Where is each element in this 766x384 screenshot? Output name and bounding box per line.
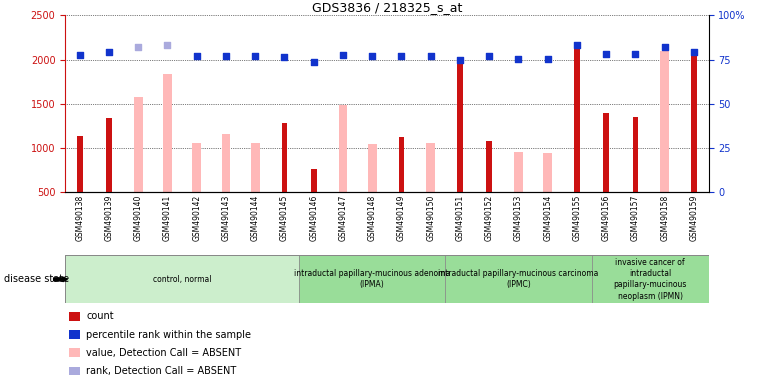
Bar [368,144,377,192]
Text: invasive cancer of
intraductal
papillary-mucinous
neoplasm (IPMN): invasive cancer of intraductal papillary… [614,258,687,301]
Bar [486,141,492,192]
Bar [134,97,142,192]
Point [162,41,174,48]
Text: rank, Detection Call = ABSENT: rank, Detection Call = ABSENT [86,366,237,376]
Bar [574,45,580,192]
Bar [660,51,669,192]
Point [74,52,86,58]
Text: percentile rank within the sample: percentile rank within the sample [86,329,251,339]
Point [688,48,700,55]
Text: value, Detection Call = ABSENT: value, Detection Call = ABSENT [86,348,241,358]
Point [571,41,583,48]
Bar [192,142,201,192]
Point [542,56,554,62]
Bar [69,330,80,339]
Bar [106,118,112,192]
Title: GDS3836 / 218325_s_at: GDS3836 / 218325_s_at [312,1,462,14]
Point [132,44,144,50]
Bar [282,122,287,192]
Bar [65,255,299,303]
Point [337,52,349,58]
Text: disease state: disease state [4,274,69,285]
Point [453,56,466,63]
Point [395,53,408,59]
Bar [163,74,172,192]
Bar [250,142,260,192]
Bar [514,152,523,192]
Point [308,59,320,65]
Point [483,53,496,59]
Bar [77,136,83,192]
Point [366,53,378,59]
Bar [457,59,463,192]
Bar [221,134,231,192]
Text: count: count [86,311,114,321]
Text: intraductal papillary-mucinous carcinoma
(IPMC): intraductal papillary-mucinous carcinoma… [438,269,599,290]
Point [512,56,525,62]
Bar [299,255,445,303]
Point [600,51,612,57]
Bar [633,117,638,192]
Bar [69,312,80,321]
Bar [398,137,404,192]
Point [630,51,642,57]
Text: intraductal papillary-mucinous adenoma
(IPMA): intraductal papillary-mucinous adenoma (… [294,269,450,290]
Bar [543,153,552,192]
Point [659,44,671,50]
Bar [311,169,316,192]
Point [424,53,437,59]
Bar [691,51,697,192]
Point [191,53,203,59]
Point [278,54,290,60]
Bar [445,255,591,303]
Bar [591,255,709,303]
Point [220,53,232,60]
Text: control, normal: control, normal [153,275,211,284]
Bar [604,113,609,192]
Point [103,50,115,56]
Point [249,53,261,59]
Bar [69,367,80,376]
Bar [339,104,347,192]
Bar [427,142,435,192]
Bar [69,348,80,357]
